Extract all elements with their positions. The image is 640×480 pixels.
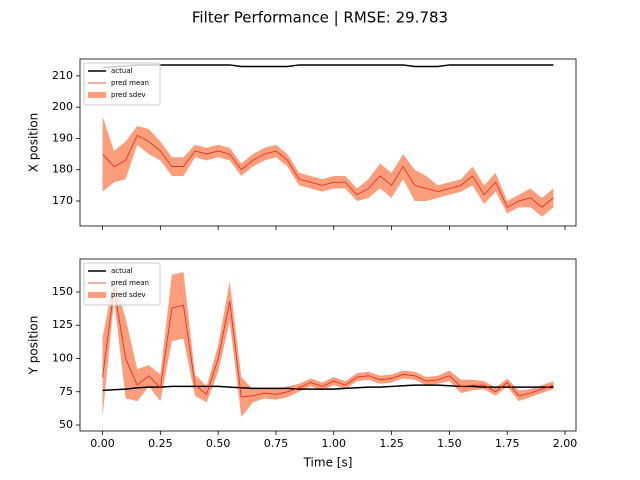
mean-line bbox=[102, 134, 554, 208]
x-tick-label: 0.25 bbox=[148, 437, 173, 450]
legend-label: pred sdev bbox=[111, 91, 146, 99]
x-tick-label: 2.00 bbox=[553, 437, 578, 450]
y-tick-label: 125 bbox=[52, 318, 73, 331]
legend-label: pred mean bbox=[111, 79, 149, 87]
legend-label: actual bbox=[111, 267, 133, 275]
sdev-band bbox=[102, 116, 554, 217]
y-tick-label: 100 bbox=[52, 352, 73, 365]
y-tick-label: 210 bbox=[52, 69, 73, 82]
y-axis-label: Y position bbox=[27, 316, 41, 376]
y-tick-label: 150 bbox=[52, 285, 73, 298]
legend-label: actual bbox=[111, 67, 133, 75]
legend-label: pred mean bbox=[111, 279, 149, 287]
figure-title: Filter Performance | RMSE: 29.783 bbox=[192, 9, 448, 27]
x-tick-label: 1.50 bbox=[437, 437, 462, 450]
x-axis-label: Time [s] bbox=[303, 456, 353, 470]
mean-line bbox=[102, 289, 554, 398]
x-tick-label: 1.25 bbox=[379, 437, 404, 450]
y-tick-label: 190 bbox=[52, 131, 73, 144]
x-tick-label: 0.75 bbox=[264, 437, 289, 450]
y-tick-label: 75 bbox=[59, 385, 73, 398]
legend-swatch bbox=[88, 92, 106, 98]
axes-frame bbox=[79, 258, 577, 432]
sdev-band bbox=[102, 272, 554, 418]
x-tick-label: 0.00 bbox=[90, 437, 115, 450]
legend-label: pred sdev bbox=[111, 291, 146, 299]
x-tick-label: 0.50 bbox=[206, 437, 231, 450]
y-tick-label: 50 bbox=[59, 418, 73, 431]
y-tick-label: 200 bbox=[52, 100, 73, 113]
x-tick-label: 1.00 bbox=[322, 437, 347, 450]
x-tick-label: 1.75 bbox=[495, 437, 520, 450]
y-tick-label: 170 bbox=[52, 194, 73, 207]
axes-frame bbox=[79, 58, 577, 227]
y-tick-label: 180 bbox=[52, 163, 73, 176]
actual-line bbox=[102, 384, 554, 392]
legend-swatch bbox=[88, 292, 106, 298]
actual-line bbox=[102, 64, 554, 69]
y-axis-label: X position bbox=[27, 113, 41, 173]
